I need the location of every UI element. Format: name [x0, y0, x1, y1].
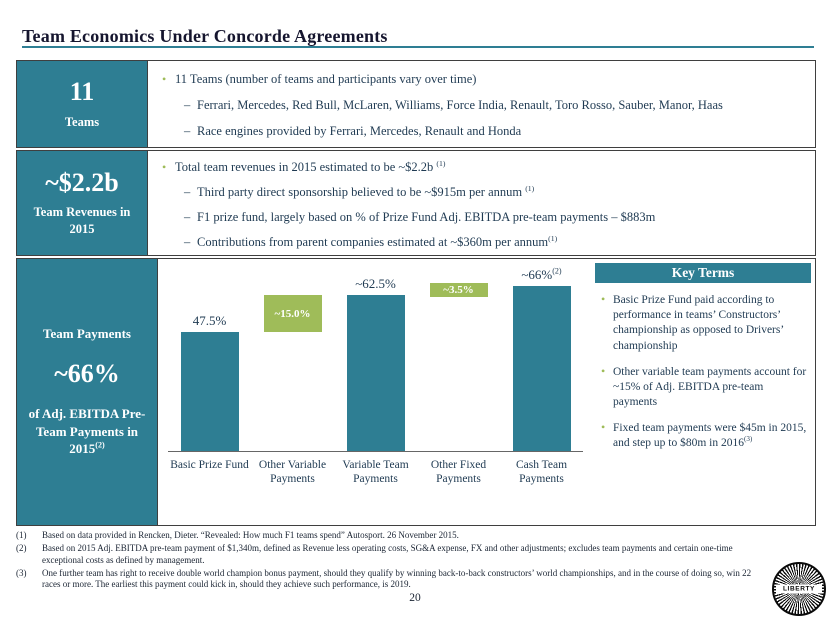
bar-value-label: 47.5% — [192, 313, 227, 329]
bullet-text: Contributions from parent companies esti… — [197, 233, 558, 249]
key-term-item: Basic Prize Fund paid according to perfo… — [601, 293, 809, 354]
bullet-item: Race engines provided by Ferrari, Merced… — [184, 123, 805, 139]
chart-column: ~3.5% — [417, 265, 500, 451]
key-terms-panel: Key Terms Basic Prize Fund paid accordin… — [591, 259, 815, 525]
revenues-stat-label: Team Revenues in 2015 — [33, 205, 131, 236]
title-divider — [22, 46, 814, 48]
footnote-text: Based on data provided in Rencken, Diete… — [42, 530, 459, 540]
footnote-text: Based on 2015 Adj. EBITDA pre-team payme… — [42, 543, 733, 565]
key-term-text: Basic Prize Fund paid according to perfo… — [613, 294, 784, 352]
teams-stat-value: 11 — [69, 77, 95, 107]
payments-stat-box: Team Payments ~66% of Adj. EBITDA Pre-Te… — [17, 259, 158, 525]
bullet-text: Total team revenues in 2015 estimated to… — [175, 158, 446, 174]
key-terms-bullet-list: Basic Prize Fund paid according to perfo… — [595, 283, 811, 463]
payments-stat-value: ~66% — [54, 359, 120, 389]
revenues-bullet-list: Total team revenues in 2015 estimated to… — [148, 151, 815, 255]
bullet-dot-icon — [601, 364, 605, 380]
total-bar — [512, 286, 571, 451]
key-term-item: Fixed team payments were $45m in 2015, a… — [601, 421, 809, 451]
teams-stat-label: Teams — [64, 114, 100, 129]
teams-bullet-list: 11 Teams (number of teams and participan… — [148, 61, 815, 147]
chart-column: ~62.5% — [334, 265, 417, 451]
bullet-text: F1 prize fund, largely based on % of Pri… — [197, 210, 656, 224]
payments-stat-caption: of Adj. EBITDA Pre-Team Payments in 2015… — [28, 406, 146, 457]
slide-title: Team Economics Under Concorde Agreements — [22, 26, 388, 47]
delta-bar — [263, 294, 322, 333]
chart-category-axis: Basic Prize Fund Other Variable Payments… — [168, 452, 583, 487]
chart-column: ~66%(2) — [500, 265, 583, 451]
bullet-dash-icon — [184, 184, 190, 200]
waterfall-chart: 47.5% ~15.0% ~62.5% ~3.5% ~66%(2) Basic Priz… — [158, 259, 591, 525]
bar-value-label: ~66%(2) — [521, 266, 562, 282]
category-label: Other Variable Payments — [258, 459, 327, 486]
category-label: Basic Prize Fund — [170, 459, 249, 471]
bullet-text: Race engines provided by Ferrari, Merced… — [197, 124, 522, 138]
liberty-logo: LIBERTY — [772, 562, 826, 616]
bullet-item: Contributions from parent companies esti… — [184, 234, 805, 250]
chart-plot: 47.5% ~15.0% ~62.5% ~3.5% ~66%(2) — [168, 265, 583, 452]
bullet-item: Total team revenues in 2015 estimated to… — [162, 159, 805, 175]
payments-section: Team Payments ~66% of Adj. EBITDA Pre-Te… — [16, 258, 816, 526]
teams-section: 11 Teams 11 Teams (number of teams and p… — [16, 60, 816, 148]
category-label: Variable Team Payments — [342, 459, 409, 486]
page-number: 20 — [409, 592, 421, 604]
footnote-text: One further team has right to receive do… — [42, 567, 752, 589]
category-label: Other Fixed Payments — [430, 459, 487, 486]
footnote-item: (3) One further team has right to receiv… — [16, 568, 768, 591]
teams-stat-box: 11 Teams — [17, 61, 148, 147]
key-term-item: Other variable team payments account for… — [601, 365, 809, 411]
bullet-dot-icon — [162, 71, 166, 87]
bullet-item: Ferrari, Mercedes, Red Bull, McLaren, Wi… — [184, 97, 805, 113]
bullet-dot-icon — [601, 420, 605, 436]
footnote-number: (1) — [16, 530, 27, 540]
payments-stat-title: Team Payments — [43, 326, 131, 342]
footnote-item: (2) Based on 2015 Adj. EBITDA pre-team p… — [16, 543, 768, 566]
revenues-stat-value: ~$2.2b — [45, 168, 119, 198]
bullet-item: 11 Teams (number of teams and participan… — [162, 71, 805, 87]
bullet-dash-icon — [184, 97, 190, 113]
bullet-dot-icon — [601, 292, 605, 308]
bullet-dash-icon — [184, 234, 190, 250]
bullet-dash-icon — [184, 209, 190, 225]
bullet-text: 11 Teams (number of teams and participan… — [175, 72, 477, 86]
total-bar — [180, 332, 239, 451]
chart-column: ~15.0% — [251, 265, 334, 451]
footnote-item: (1) Based on data provided in Rencken, D… — [16, 530, 768, 541]
chart-column: 47.5% — [168, 265, 251, 451]
bullet-text: Ferrari, Mercedes, Red Bull, McLaren, Wi… — [197, 98, 723, 112]
revenues-stat-box: ~$2.2b Team Revenues in 2015 — [17, 151, 148, 255]
bar-value-label: ~15.0% — [274, 307, 311, 320]
bullet-text: Third party direct sponsorship believed … — [197, 183, 535, 199]
bullet-dot-icon — [162, 159, 166, 175]
footnotes: (1) Based on data provided in Rencken, D… — [16, 530, 768, 592]
revenues-section: ~$2.2b Team Revenues in 2015 Total team … — [16, 150, 816, 256]
key-terms-header: Key Terms — [595, 263, 811, 283]
bar-value-label: ~3.5% — [443, 284, 474, 297]
bullet-item: Third party direct sponsorship believed … — [184, 184, 805, 200]
bullet-dash-icon — [184, 123, 190, 139]
key-term-text: Other variable team payments account for… — [613, 365, 807, 409]
liberty-logo-text: LIBERTY — [776, 584, 822, 594]
key-term-text: Fixed team payments were $45m in 2015, a… — [613, 422, 807, 450]
footnote-number: (2) — [16, 543, 27, 554]
total-bar — [346, 294, 405, 451]
bar-value-label: ~62.5% — [355, 275, 396, 291]
bullet-item: F1 prize fund, largely based on % of Pri… — [184, 209, 805, 225]
footnote-number: (3) — [16, 567, 27, 578]
delta-bar — [429, 283, 488, 298]
category-label: Cash Team Payments — [515, 459, 568, 486]
